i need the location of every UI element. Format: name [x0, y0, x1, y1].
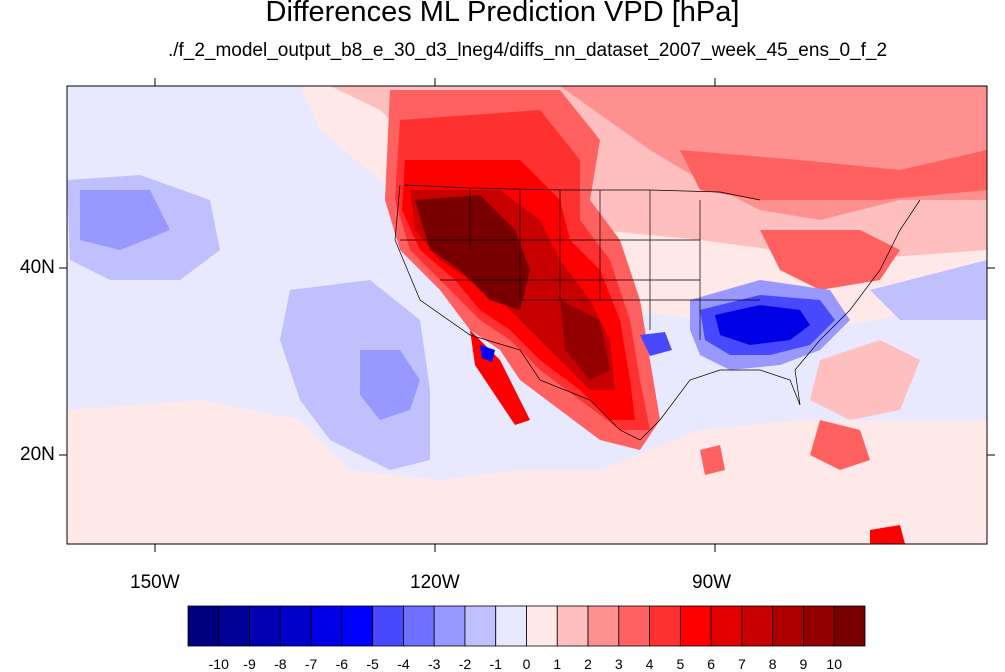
- lat-label-40n: 40N: [20, 257, 55, 278]
- colorbar-tick-label: 3: [614, 656, 623, 672]
- map-subtitle: ./f_2_model_output_b8_e_30_d3_lneg4/diff…: [167, 40, 888, 61]
- colorbar-swatch: [464, 605, 497, 647]
- colorbar-tick-label: 1: [553, 656, 562, 672]
- colorbar-tick-label: 2: [584, 656, 592, 672]
- colorbar-swatch: [556, 605, 589, 647]
- map-title: Differences ML Prediction VPD [hPa]: [265, 0, 740, 28]
- colorbar-swatch: [187, 605, 220, 647]
- colorbar-swatch: [649, 605, 681, 647]
- colorbar-tick-label: 5: [676, 656, 685, 672]
- colorbar-swatch: [279, 605, 312, 647]
- colorbar-swatch: [218, 605, 250, 647]
- colorbar-tick-label: -3: [427, 656, 441, 672]
- lon-label-120w: 120W: [410, 572, 460, 593]
- colorbar-swatch: [310, 605, 343, 647]
- lon-label-90w: 90W: [692, 572, 732, 593]
- colorbar-swatch: [679, 605, 712, 647]
- colorbar-swatch: [587, 605, 620, 647]
- colorbar-swatch: [772, 605, 804, 647]
- colorbar-tick-label: -4: [397, 656, 410, 672]
- colorbar-tick-label: -9: [243, 656, 256, 672]
- colorbar-swatch: [372, 605, 404, 647]
- colorbar-tick-label: 10: [826, 656, 842, 672]
- lat-label-20n: 20N: [20, 444, 55, 465]
- colorbar-swatch: [433, 605, 466, 647]
- colorbar-swatch: [833, 605, 866, 647]
- colorbar-swatch: [710, 605, 743, 647]
- colorbar-tick-label: 0: [522, 656, 531, 672]
- colorbar-tick-label: -8: [274, 656, 287, 672]
- colorbar-tick-label: 9: [799, 656, 808, 672]
- colorbar-tick-label: 8: [768, 656, 777, 672]
- colorbar-tick-label: -1: [489, 656, 502, 672]
- colorbar-tick-label: 7: [738, 656, 746, 672]
- colorbar-tick-label: 4: [645, 656, 654, 672]
- map-frame: [66, 85, 988, 545]
- colorbar-tick-label: 6: [707, 656, 716, 672]
- colorbar-swatch: [803, 605, 835, 647]
- colorbar-swatch: [741, 605, 774, 647]
- colorbar-swatch: [618, 605, 650, 647]
- colorbar-tick-label: -7: [304, 656, 318, 672]
- colorbar-swatch: [403, 605, 435, 647]
- colorbar-tick-label: -2: [458, 656, 472, 672]
- colorbar-tick-label: -5: [366, 656, 379, 672]
- colorbar: [187, 605, 866, 647]
- colorbar-tick-label: -6: [335, 656, 349, 672]
- colorbar-swatch: [249, 605, 281, 647]
- lon-label-150w: 150W: [130, 572, 180, 593]
- colorbar-swatch: [341, 605, 374, 647]
- colorbar-swatch: [495, 605, 527, 647]
- colorbar-swatch: [526, 605, 558, 647]
- colorbar-tick-label: -10: [208, 656, 229, 672]
- vpd-difference-field: [67, 86, 987, 544]
